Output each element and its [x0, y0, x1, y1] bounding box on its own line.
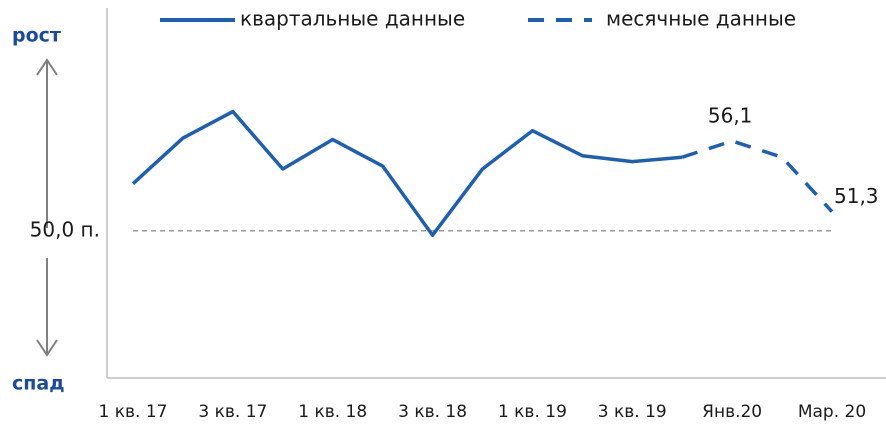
x-tick-label: 1 кв. 17	[99, 402, 168, 422]
legend-label: квартальные данные	[240, 7, 465, 31]
y-top-label: рост	[12, 25, 61, 47]
legend-label: месячные данные	[606, 7, 796, 31]
x-tick-label: Янв.20	[702, 402, 762, 422]
x-tick-label: Мар. 20	[798, 402, 866, 422]
series-line	[681, 139, 834, 213]
down-arrow	[36, 258, 58, 357]
data-label: 51,3	[834, 184, 879, 208]
x-tick-label: 3 кв. 17	[198, 402, 267, 422]
x-tick-label: 3 кв. 18	[398, 402, 467, 422]
x-tick-label: 1 кв. 18	[298, 402, 367, 422]
arrows	[36, 58, 58, 357]
series-line	[131, 109, 683, 237]
reference-label: 50,0 п.	[30, 217, 100, 241]
x-tick-label: 1 кв. 19	[498, 402, 567, 422]
up-arrow	[36, 58, 58, 228]
data-label: 56,1	[708, 104, 753, 128]
x-tick-label: 3 кв. 19	[598, 402, 667, 422]
y-bottom-label: спад	[12, 373, 65, 395]
